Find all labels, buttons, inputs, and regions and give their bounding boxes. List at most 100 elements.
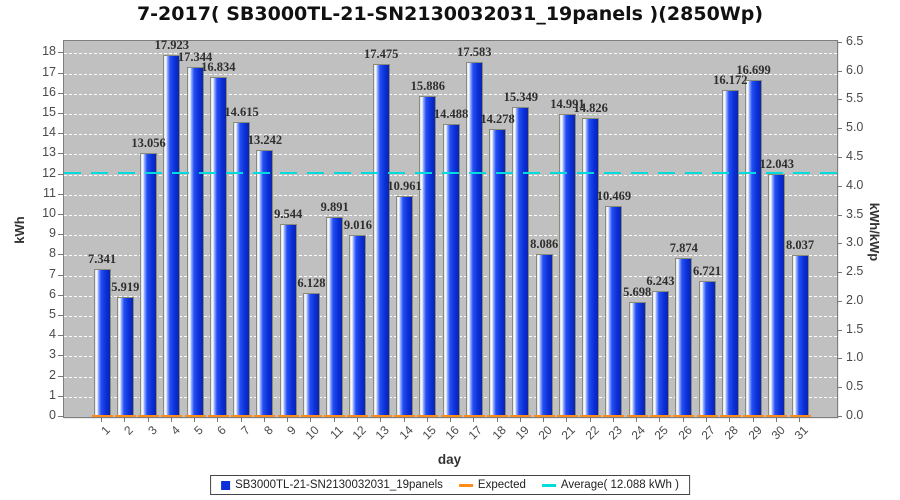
left-axis-tick bbox=[58, 173, 63, 175]
left-axis-tick bbox=[58, 113, 63, 114]
left-axis-tick bbox=[58, 355, 63, 357]
left-axis-tick bbox=[58, 335, 63, 337]
bar-value-label: 12.043 bbox=[759, 156, 795, 171]
x-axis-tick bbox=[147, 417, 149, 422]
bar-day-11 bbox=[326, 217, 344, 417]
average-swatch-icon bbox=[541, 483, 556, 487]
expected-line-segment bbox=[277, 415, 299, 417]
expected-line-segment bbox=[207, 415, 229, 417]
bar-day-23 bbox=[605, 205, 623, 417]
left-axis-tick-label: 18 bbox=[42, 44, 56, 59]
bar-value-label: 17.344 bbox=[177, 49, 213, 64]
x-axis-tick bbox=[473, 417, 475, 422]
left-axis-tick-label: 0 bbox=[49, 408, 56, 422]
bar-day-6 bbox=[209, 76, 227, 417]
legend-average-label: Average( 12.088 kWh ) bbox=[560, 479, 679, 491]
expected-line-segment bbox=[300, 415, 322, 417]
right-axis-tick-label: 1.0 bbox=[846, 350, 864, 365]
bar-day-16 bbox=[442, 124, 460, 417]
expected-line-segment bbox=[789, 415, 811, 417]
x-axis-tick bbox=[450, 417, 452, 422]
bar-value-label: 14.488 bbox=[433, 107, 469, 122]
expected-line-segment bbox=[417, 415, 439, 417]
right-axis-title: kWh/kWp bbox=[867, 202, 882, 262]
left-axis-tick bbox=[58, 274, 63, 276]
right-axis-tick-label: 6.0 bbox=[846, 62, 864, 77]
right-axis-tick bbox=[837, 272, 842, 274]
left-axis-tick-label: 5 bbox=[49, 307, 56, 321]
x-axis-tick bbox=[543, 417, 545, 422]
gridline bbox=[64, 53, 837, 55]
bar-value-label: 14.991 bbox=[550, 97, 585, 112]
left-axis-tick-label: 10 bbox=[42, 206, 56, 220]
left-axis-tick bbox=[58, 395, 63, 397]
right-axis-tick-label: 6.5 bbox=[846, 33, 864, 48]
left-axis-tick bbox=[58, 315, 63, 316]
bar-value-label: 17.583 bbox=[457, 44, 492, 59]
x-axis-tick bbox=[566, 417, 568, 422]
x-axis-tick bbox=[799, 417, 801, 422]
x-axis-tick bbox=[170, 417, 172, 422]
bar-value-label: 14.826 bbox=[573, 100, 608, 115]
left-axis-tick-label: 2 bbox=[49, 367, 56, 382]
expected-line-segment bbox=[510, 415, 532, 417]
x-axis-tick bbox=[403, 417, 405, 422]
left-axis-tick-label: 13 bbox=[42, 145, 56, 160]
left-axis-tick-label: 4 bbox=[49, 327, 56, 342]
right-axis-tick-label: 4.5 bbox=[846, 148, 864, 163]
x-axis-tick bbox=[287, 417, 289, 422]
bar-day-7 bbox=[233, 121, 251, 417]
bar-value-label: 16.172 bbox=[713, 73, 748, 88]
x-axis-tick bbox=[124, 417, 126, 422]
x-axis-tick bbox=[659, 417, 661, 422]
expected-line-segment bbox=[603, 415, 625, 417]
left-axis-tick-label: 3 bbox=[49, 347, 56, 362]
bar-day-24 bbox=[628, 301, 646, 417]
right-axis-tick bbox=[837, 99, 842, 101]
left-axis-tick-label: 7 bbox=[49, 266, 56, 281]
left-axis-tick-label: 15 bbox=[42, 105, 56, 119]
left-axis-tick bbox=[58, 214, 63, 215]
expected-line-segment bbox=[184, 415, 206, 417]
x-axis-tick bbox=[310, 417, 312, 422]
expected-line-segment bbox=[580, 415, 602, 417]
right-axis-tick-label: 5.5 bbox=[846, 91, 864, 106]
expected-line-segment bbox=[138, 415, 160, 417]
x-axis-tick bbox=[752, 417, 754, 422]
bar-value-label: 6.243 bbox=[646, 273, 675, 288]
left-axis-tick bbox=[58, 72, 63, 74]
left-axis-tick bbox=[58, 52, 63, 54]
bar-value-label: 9.016 bbox=[343, 217, 373, 232]
expected-line-segment bbox=[114, 415, 136, 417]
bar-day-10 bbox=[302, 293, 320, 417]
bar-value-label: 10.469 bbox=[596, 188, 632, 203]
right-axis-tick bbox=[837, 41, 842, 43]
expected-line-segment bbox=[347, 415, 369, 417]
right-axis-tick-label: 2.0 bbox=[846, 292, 864, 307]
bar-value-label: 14.278 bbox=[480, 111, 515, 126]
left-axis-tick bbox=[58, 234, 63, 236]
left-axis-tick-label: 16 bbox=[42, 84, 56, 99]
gridline bbox=[64, 93, 837, 95]
expected-line-segment bbox=[626, 415, 648, 417]
left-axis-tick bbox=[58, 92, 63, 94]
right-axis-tick-label: 0.5 bbox=[846, 379, 864, 394]
left-axis-tick-label: 6 bbox=[49, 286, 56, 301]
left-axis-tick-label: 8 bbox=[49, 246, 56, 261]
right-axis-tick bbox=[837, 243, 842, 245]
x-axis-tick bbox=[706, 417, 708, 422]
bar-value-label: 16.699 bbox=[736, 62, 771, 77]
bar-day-4 bbox=[163, 54, 181, 417]
legend-expected-label: Expected bbox=[477, 479, 526, 491]
left-axis-tick bbox=[58, 375, 63, 377]
x-axis-tick bbox=[194, 417, 196, 422]
x-axis-tick bbox=[101, 417, 102, 422]
expected-line-segment bbox=[231, 415, 253, 417]
bar-day-31 bbox=[791, 254, 809, 417]
right-axis-tick bbox=[837, 358, 842, 360]
bar-value-label: 15.886 bbox=[410, 79, 445, 94]
plot-area: 7.341 5.919 13.056 17.923 17.344 16.834 14.615… bbox=[63, 38, 838, 418]
right-axis-tick-label: 3.0 bbox=[846, 235, 864, 250]
x-axis-tick bbox=[380, 417, 382, 422]
